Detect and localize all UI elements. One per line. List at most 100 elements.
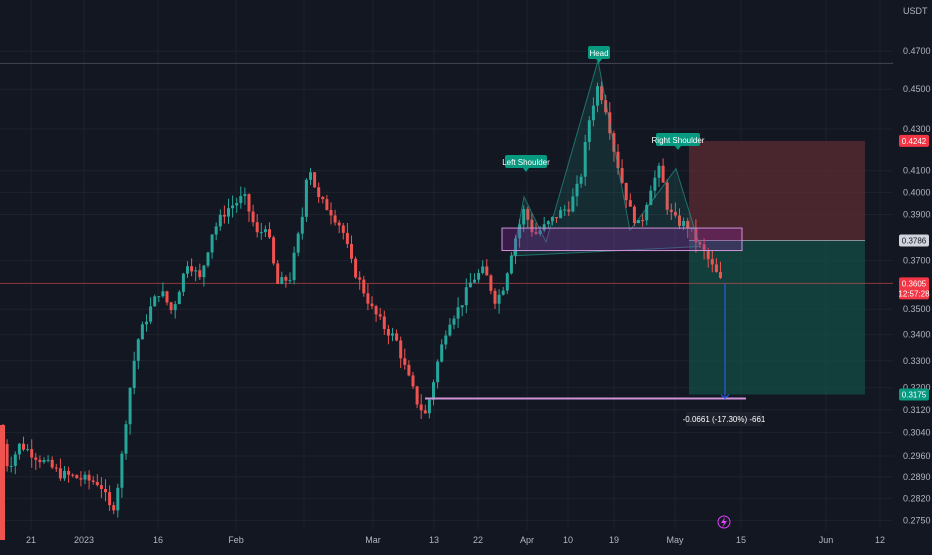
candle — [243, 187, 247, 205]
candle — [645, 202, 649, 226]
price-tick: 0.2960 — [903, 451, 931, 461]
candle — [710, 250, 714, 273]
candle — [628, 193, 632, 207]
candle — [46, 455, 50, 463]
candle — [17, 442, 21, 460]
candle — [481, 260, 485, 275]
price-axis[interactable]: USDT 0.4700 0.4500 0.4300 0.4100 0.4000 0.390… — [903, 6, 931, 525]
date-tick: Mar — [365, 535, 381, 545]
candle — [444, 330, 448, 350]
time-axis[interactable]: 21 2023 16 Feb Mar 13 22 Apr 10 19 May 15 Jun 12 — [26, 535, 885, 545]
candle — [604, 94, 608, 115]
candle — [358, 271, 362, 290]
price-tick: 0.3200 — [903, 383, 931, 393]
stop-loss-zone[interactable] — [689, 140, 865, 241]
date-tick: Jun — [819, 535, 834, 545]
candle — [591, 97, 595, 127]
candle — [534, 223, 538, 235]
candle — [641, 214, 645, 227]
candle — [587, 116, 591, 151]
candle — [563, 204, 567, 216]
candle — [71, 473, 75, 478]
candle — [419, 394, 423, 419]
candle — [198, 263, 202, 280]
candle — [5, 439, 9, 472]
date-tick: 19 — [609, 535, 619, 545]
candle — [292, 246, 296, 285]
candle — [0, 425, 5, 540]
candle — [345, 222, 349, 248]
candle — [616, 144, 620, 175]
currency-label: USDT — [903, 6, 928, 16]
candle — [415, 385, 419, 409]
candle — [38, 455, 42, 468]
price-tick: 0.3120 — [903, 405, 931, 415]
date-tick: Feb — [228, 535, 244, 545]
measure-readout: -0.0661 (-17.30%) -661 — [683, 412, 766, 426]
price-tick: 0.2820 — [903, 493, 931, 503]
head-and-shoulders-pattern[interactable] — [512, 60, 701, 257]
candle — [366, 283, 370, 311]
neckline-box[interactable] — [501, 227, 743, 252]
svg-text:-0.0661 (-17.30%) -661: -0.0661 (-17.30%) -661 — [683, 415, 766, 424]
candle — [386, 324, 390, 345]
candle — [333, 209, 337, 226]
candle — [432, 379, 435, 406]
candle — [58, 458, 62, 481]
svg-text:0.3786: 0.3786 — [902, 236, 927, 245]
right-shoulder-label[interactable]: Right Shoulder — [652, 133, 705, 150]
candle — [678, 208, 681, 230]
candle — [526, 206, 530, 229]
candle — [559, 206, 563, 219]
candle — [276, 260, 280, 285]
candle — [222, 205, 226, 224]
candle — [518, 219, 522, 248]
candle — [448, 318, 452, 337]
candle — [657, 162, 661, 188]
candle — [190, 258, 194, 277]
candle — [54, 463, 58, 472]
date-tick: May — [666, 535, 684, 545]
candle — [63, 465, 66, 481]
left-shoulder-label[interactable]: Left Shoulder — [502, 155, 550, 172]
lightning-icon[interactable] — [717, 515, 731, 529]
price-tick: 0.3500 — [903, 304, 931, 314]
candle — [382, 310, 386, 335]
candle — [104, 479, 107, 502]
take-profit-zone[interactable] — [689, 240, 865, 395]
candle — [464, 278, 468, 314]
head-label[interactable]: Head — [588, 46, 610, 63]
date-tick: 15 — [736, 535, 746, 545]
pattern-overlay[interactable]: Head Left Shoulder Right Shoulder -0.0661 (… — [425, 46, 766, 426]
date-tick: 16 — [153, 535, 163, 545]
candle — [583, 134, 587, 186]
candle — [91, 475, 95, 485]
candle — [485, 259, 489, 276]
candle — [181, 272, 185, 297]
candle — [407, 360, 411, 377]
price-tick: 0.3400 — [903, 330, 931, 340]
candle — [284, 275, 288, 288]
candle — [329, 202, 333, 225]
candle — [706, 247, 710, 268]
price-tag-entry: 0.3786 — [899, 234, 929, 247]
price-tag-target: 0.3175 — [899, 388, 929, 401]
candle — [579, 173, 583, 188]
candle — [403, 348, 407, 370]
candle — [665, 179, 669, 215]
price-tick: 0.2890 — [903, 472, 931, 482]
candle — [411, 371, 415, 389]
candle — [571, 188, 575, 213]
date-tick: Apr — [520, 535, 534, 545]
candle — [378, 307, 382, 320]
candle — [505, 271, 509, 295]
candle — [493, 288, 497, 309]
candle — [26, 444, 30, 452]
position-zones[interactable] — [0, 62, 893, 395]
candle — [473, 273, 476, 284]
candle — [653, 170, 657, 198]
candle — [132, 351, 136, 395]
svg-text:0.3605: 0.3605 — [902, 279, 927, 288]
candle — [247, 193, 251, 222]
